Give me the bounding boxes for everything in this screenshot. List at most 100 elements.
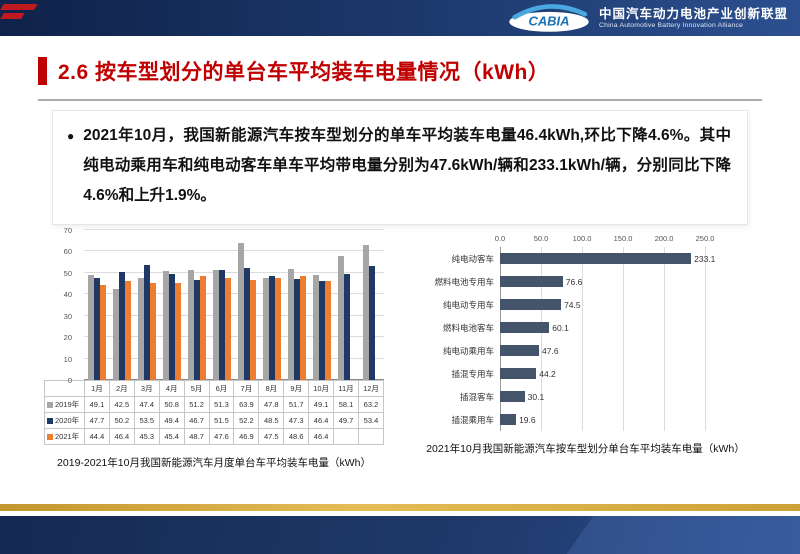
bar bbox=[293, 278, 300, 380]
bar bbox=[500, 391, 525, 402]
monthly-plot bbox=[84, 229, 384, 380]
y-tick-label: 50 bbox=[63, 268, 72, 278]
bar bbox=[168, 274, 175, 380]
footer-gold-strip bbox=[0, 504, 800, 511]
y-tick-label: 10 bbox=[63, 354, 72, 364]
value-cell: 63.2 bbox=[357, 396, 385, 413]
bar-group bbox=[359, 230, 384, 380]
value-label: 76.6 bbox=[565, 276, 583, 287]
value-cell: 52.2 bbox=[233, 412, 260, 429]
value-cell: 49.4 bbox=[158, 412, 185, 429]
x-tick-label: 250.0 bbox=[695, 234, 715, 243]
x-tick-label: 200.0 bbox=[654, 234, 674, 243]
y-tick-label: 40 bbox=[63, 290, 72, 300]
header-bar: CABIA 中国汽车动力电池产业创新联盟 China Automotive Ba… bbox=[0, 0, 800, 36]
bar bbox=[500, 345, 540, 356]
bar bbox=[212, 270, 219, 380]
value-cell: 53.4 bbox=[357, 412, 385, 429]
bar bbox=[362, 244, 369, 380]
red-accent-stripe bbox=[0, 4, 38, 10]
month-header-cell: 12月 bbox=[357, 380, 385, 397]
category-x-axis: 0.0 50.0 100.0 150.0 200.0 250.0 bbox=[495, 234, 753, 247]
bar bbox=[249, 279, 256, 380]
value-cell: 46.4 bbox=[308, 428, 335, 445]
bar bbox=[112, 288, 119, 380]
gridline bbox=[705, 247, 706, 431]
bar-track: 47.6 bbox=[500, 339, 559, 362]
bar-row: 燃料电池专用车 76.6 bbox=[418, 270, 753, 293]
bar-track: 76.6 bbox=[500, 270, 582, 293]
value-cell: 47.7 bbox=[84, 412, 110, 429]
legend-swatch bbox=[47, 402, 53, 409]
bar bbox=[287, 269, 294, 380]
value-cell: 47.3 bbox=[283, 412, 310, 429]
bar bbox=[87, 274, 94, 380]
org-name-en: China Automotive Battery Innovation Alli… bbox=[598, 21, 744, 29]
gridline bbox=[84, 314, 384, 316]
bar bbox=[199, 275, 206, 380]
category-label: 插混专用车 bbox=[451, 368, 494, 379]
table-row: 2021年 44.4 46.4 45.3 45.4 48.7 47.6 46.9 47.5 48.… bbox=[44, 428, 385, 445]
bar-group bbox=[184, 230, 209, 380]
category-chart-caption: 2021年10月我国新能源汽车按车型划分单台车平均装车电量（kWh） bbox=[426, 443, 745, 455]
gridline bbox=[84, 250, 384, 252]
bar bbox=[318, 280, 325, 380]
bar bbox=[274, 278, 281, 380]
value-cell: 45.4 bbox=[158, 428, 185, 445]
gridline bbox=[84, 229, 384, 230]
table-header-row: 1月 2月 3月 4月 5月 6月 7月 8月 9月 10月 11月 12月 bbox=[44, 380, 385, 397]
bar-group bbox=[259, 230, 284, 380]
x-tick-label: 100.0 bbox=[572, 234, 592, 243]
bar-group bbox=[84, 230, 109, 380]
value-cell: 50.8 bbox=[158, 396, 185, 413]
month-header-cell: 5月 bbox=[183, 380, 210, 397]
title-divider bbox=[38, 99, 762, 101]
value-label: 60.1 bbox=[552, 322, 569, 333]
bar-row: 纯电动乘用车 47.6 bbox=[418, 339, 753, 362]
category-chart: 0.0 50.0 100.0 150.0 200.0 250.0 纯电动客车 233.1 燃料… bbox=[418, 230, 753, 470]
month-header-cell: 9月 bbox=[283, 380, 310, 397]
gridline bbox=[582, 247, 583, 431]
bar-group bbox=[109, 230, 134, 380]
brand: CABIA 中国汽车动力电池产业创新联盟 China Automotive Ba… bbox=[507, 3, 788, 33]
cabia-logo-icon: CABIA bbox=[509, 4, 589, 32]
value-cell: 44.4 bbox=[84, 428, 110, 445]
page-title: 2.6 按车型划分的单台车平均装车电量情况（kWh） bbox=[58, 61, 550, 84]
bar-row: 纯电动客车 233.1 bbox=[418, 247, 753, 270]
bar bbox=[312, 274, 319, 380]
value-cell: 48.5 bbox=[258, 412, 285, 429]
category-grid bbox=[500, 247, 706, 431]
bar bbox=[262, 277, 269, 380]
bar-row: 插混专用车 44.2 bbox=[418, 362, 753, 385]
month-header-cell: 10月 bbox=[308, 380, 335, 397]
value-label: 19.6 bbox=[519, 414, 536, 425]
bar-track: 233.1 bbox=[500, 247, 715, 270]
bar-row: 插混客车 30.1 bbox=[418, 385, 753, 408]
bar bbox=[99, 284, 106, 380]
summary-box: ● 2021年10月，我国新能源汽车按车型划分的单车平均装车电量46.4kWh,… bbox=[52, 110, 748, 225]
bar-row: 插混乘用车 19.6 bbox=[418, 408, 753, 431]
series-label-cell: 2019年 bbox=[44, 396, 85, 413]
category-label: 纯电动专用车 bbox=[442, 299, 494, 310]
value-cell: 47.5 bbox=[258, 428, 285, 445]
bar-group bbox=[334, 230, 359, 380]
summary-text: 2021年10月，我国新能源汽车按车型划分的单车平均装车电量46.4kWh,环比… bbox=[83, 127, 731, 205]
value-cell: 49.1 bbox=[308, 396, 335, 413]
value-cell bbox=[333, 428, 359, 445]
bar bbox=[149, 282, 156, 380]
bar bbox=[337, 255, 344, 380]
series-label-cell: 2020年 bbox=[44, 412, 85, 429]
category-label: 纯电动乘用车 bbox=[442, 345, 494, 356]
gridline bbox=[84, 271, 384, 273]
bar bbox=[174, 282, 181, 380]
value-cell: 46.4 bbox=[108, 428, 135, 445]
value-cell: 46.4 bbox=[308, 412, 335, 429]
bar bbox=[218, 269, 225, 380]
value-cell: 48.7 bbox=[183, 428, 210, 445]
bar-row: 燃料电池客车 60.1 bbox=[418, 316, 753, 339]
legend-swatch bbox=[47, 434, 53, 441]
bar bbox=[500, 414, 517, 425]
category-plot: 纯电动客车 233.1 燃料电池专用车 76.6 纯电动专用车 74.5 燃料电池客车 60.… bbox=[418, 247, 753, 431]
value-cell: 51.3 bbox=[208, 396, 235, 413]
bar-track: 74.5 bbox=[500, 293, 581, 316]
